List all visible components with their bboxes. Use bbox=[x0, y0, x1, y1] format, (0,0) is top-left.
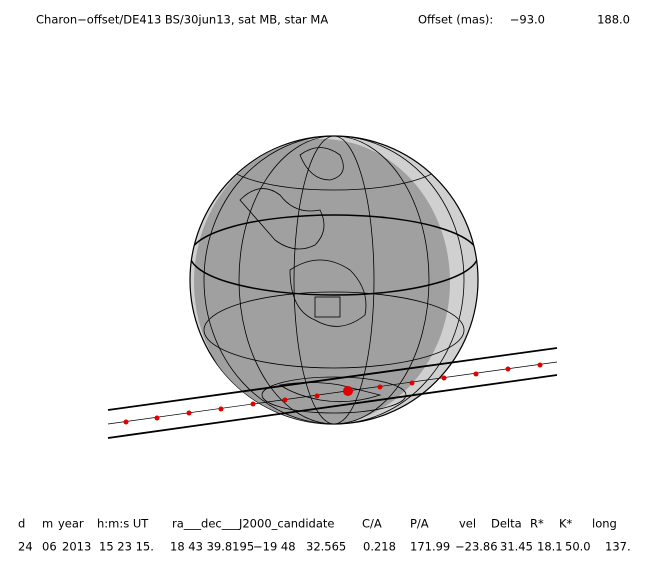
table-cell: 24 bbox=[18, 540, 33, 554]
table-header: year bbox=[58, 517, 84, 531]
path-dots bbox=[123, 362, 543, 425]
table-cell: −23.86 bbox=[455, 540, 498, 554]
table-header: h:m:s UT bbox=[97, 517, 149, 531]
table-header: m bbox=[42, 517, 53, 531]
table-cell: 171.99 bbox=[410, 540, 450, 554]
table-header: ra___dec___J2000_candidate bbox=[172, 517, 334, 531]
table-cell: 31.45 bbox=[500, 540, 533, 554]
table-cell: 32.565 bbox=[306, 540, 346, 554]
table-header: R* bbox=[530, 517, 544, 531]
table-cell: 2013 bbox=[62, 540, 91, 554]
data-table: d m year h:m:s UT ra___dec___J2000_candidate… bbox=[18, 517, 631, 554]
globe bbox=[189, 135, 479, 425]
table-cell: −19 48 bbox=[253, 540, 296, 554]
table-header: Delta bbox=[491, 517, 522, 531]
offset-value: −93.0 bbox=[510, 13, 545, 27]
table-header: d bbox=[18, 517, 25, 531]
title: Charon−offset/DE413 BS/30jun13, sat MB, … bbox=[36, 13, 328, 27]
table-cell: 50.0 bbox=[565, 540, 591, 554]
table-cell: 15 23 15. bbox=[99, 540, 154, 554]
table-cell: 18 43 39.8195 bbox=[170, 540, 254, 554]
table-cell: 18.1 bbox=[537, 540, 563, 554]
table-header: C/A bbox=[362, 517, 382, 531]
table-cell: 137. bbox=[605, 540, 631, 554]
offset-label: Offset (mas): bbox=[418, 13, 493, 27]
occultation-path bbox=[107, 347, 558, 439]
table-cell: 06 bbox=[42, 540, 57, 554]
table-header: long bbox=[592, 517, 617, 531]
offset-value: 188.0 bbox=[597, 13, 630, 27]
table-cell: 0.218 bbox=[363, 540, 396, 554]
table-header: P/A bbox=[410, 517, 429, 531]
table-header: vel bbox=[459, 517, 476, 531]
table-header: K* bbox=[559, 517, 573, 531]
